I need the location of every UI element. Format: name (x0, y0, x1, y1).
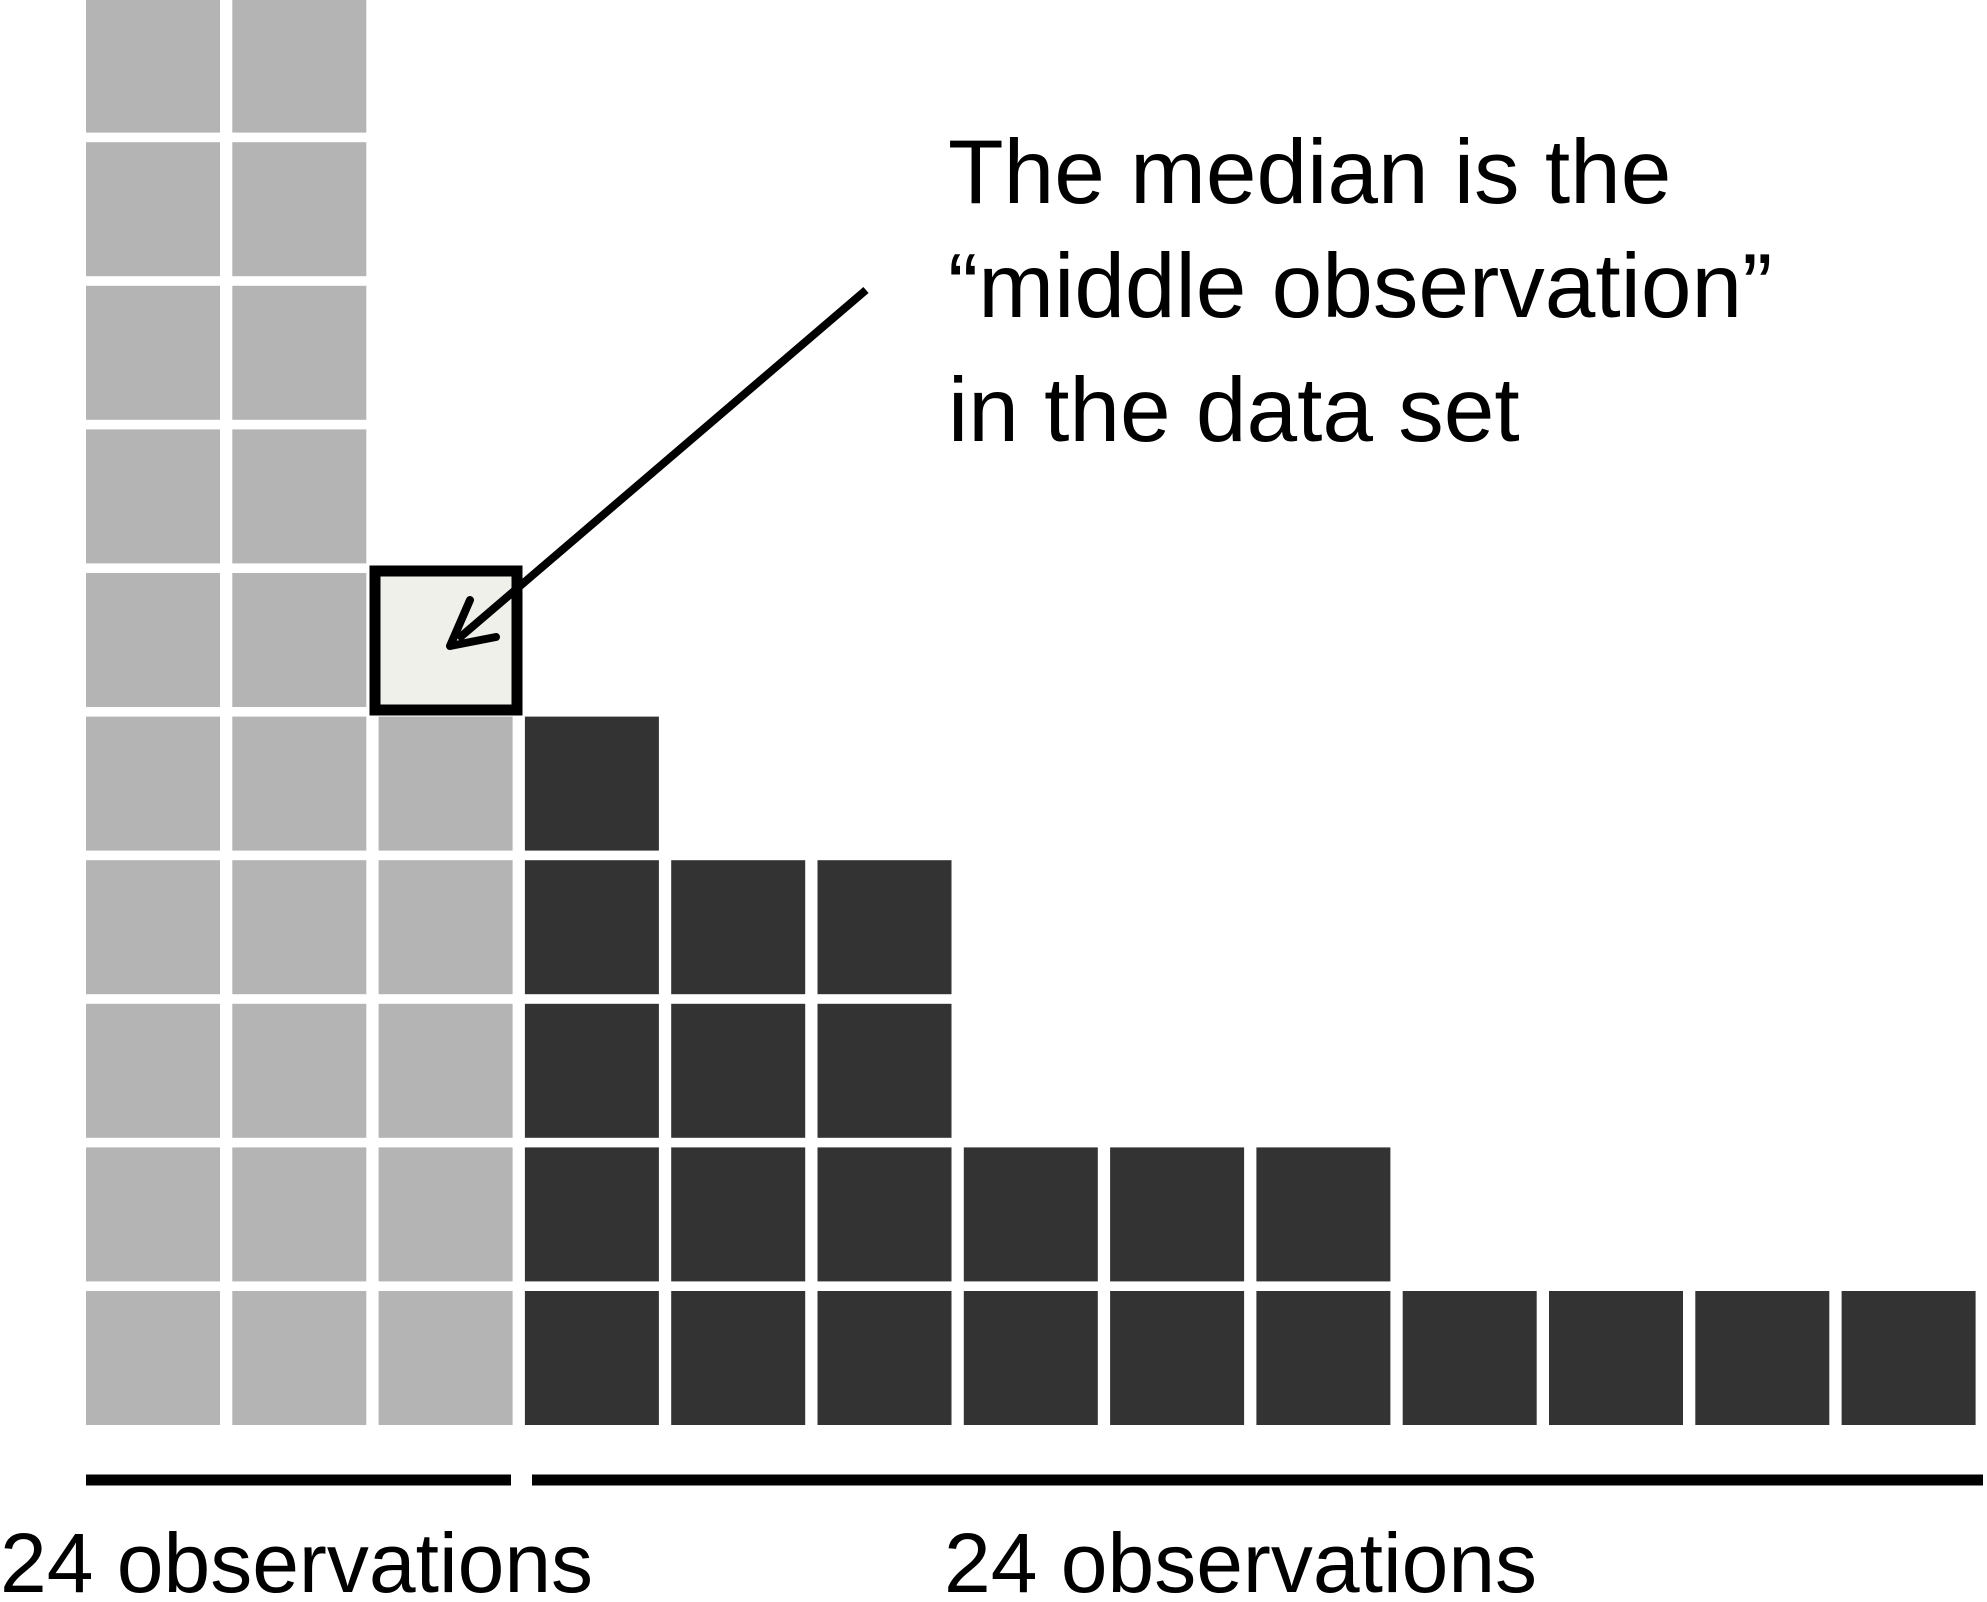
light-block (232, 1291, 367, 1425)
dark-block (524, 1291, 659, 1425)
dark-block (524, 1003, 659, 1138)
light-block (86, 285, 220, 420)
light-block (232, 142, 367, 277)
dark-block (817, 1147, 952, 1282)
arrow-head (446, 596, 500, 650)
dark-block (963, 1147, 1098, 1282)
light-block (378, 1147, 513, 1282)
blocks (86, 0, 1976, 1425)
dark-block (817, 1003, 952, 1138)
dark-block (524, 860, 659, 995)
light-block (378, 1291, 513, 1425)
light-block (378, 860, 513, 995)
dark-block (817, 860, 952, 995)
dark-block (1110, 1291, 1245, 1425)
dark-block (1549, 1291, 1683, 1425)
light-block (86, 1003, 220, 1138)
median-block (369, 565, 523, 716)
right-label: 24 observations (944, 1516, 1537, 1602)
arrow-shaft (455, 286, 869, 643)
light-block (232, 573, 367, 707)
light-block (86, 1147, 220, 1282)
light-block (86, 429, 220, 564)
annotation-line: The median is the (948, 122, 1671, 223)
dark-block (963, 1291, 1098, 1425)
dark-block (671, 1003, 806, 1138)
dark-block (524, 1147, 659, 1282)
dark-block (1110, 1147, 1245, 1282)
light-block (86, 0, 220, 133)
light-block (378, 716, 513, 851)
light-block (86, 1291, 220, 1425)
dark-block (671, 1147, 806, 1282)
light-block (86, 860, 220, 995)
light-block (232, 860, 367, 995)
light-block (86, 716, 220, 851)
dark-block (1256, 1147, 1391, 1282)
dark-block (671, 1291, 806, 1425)
dark-block (1256, 1291, 1391, 1425)
light-block (232, 1147, 367, 1282)
dark-block (817, 1291, 952, 1425)
light-block (378, 1003, 513, 1138)
dark-block (1402, 1291, 1537, 1425)
left-label: 24 observations (0, 1516, 593, 1602)
dark-block (1841, 1291, 1976, 1425)
dark-block (524, 716, 659, 851)
dark-block (1695, 1291, 1830, 1425)
light-block (232, 0, 367, 133)
light-block (232, 716, 367, 851)
light-block (232, 285, 367, 420)
light-block (232, 1003, 367, 1138)
light-block (86, 573, 220, 707)
light-block (232, 429, 367, 564)
light-block (86, 142, 220, 277)
annotation-line: in the data set (948, 360, 1520, 461)
dark-block (671, 860, 806, 995)
annotation-line: “middle observation” (948, 236, 1772, 337)
